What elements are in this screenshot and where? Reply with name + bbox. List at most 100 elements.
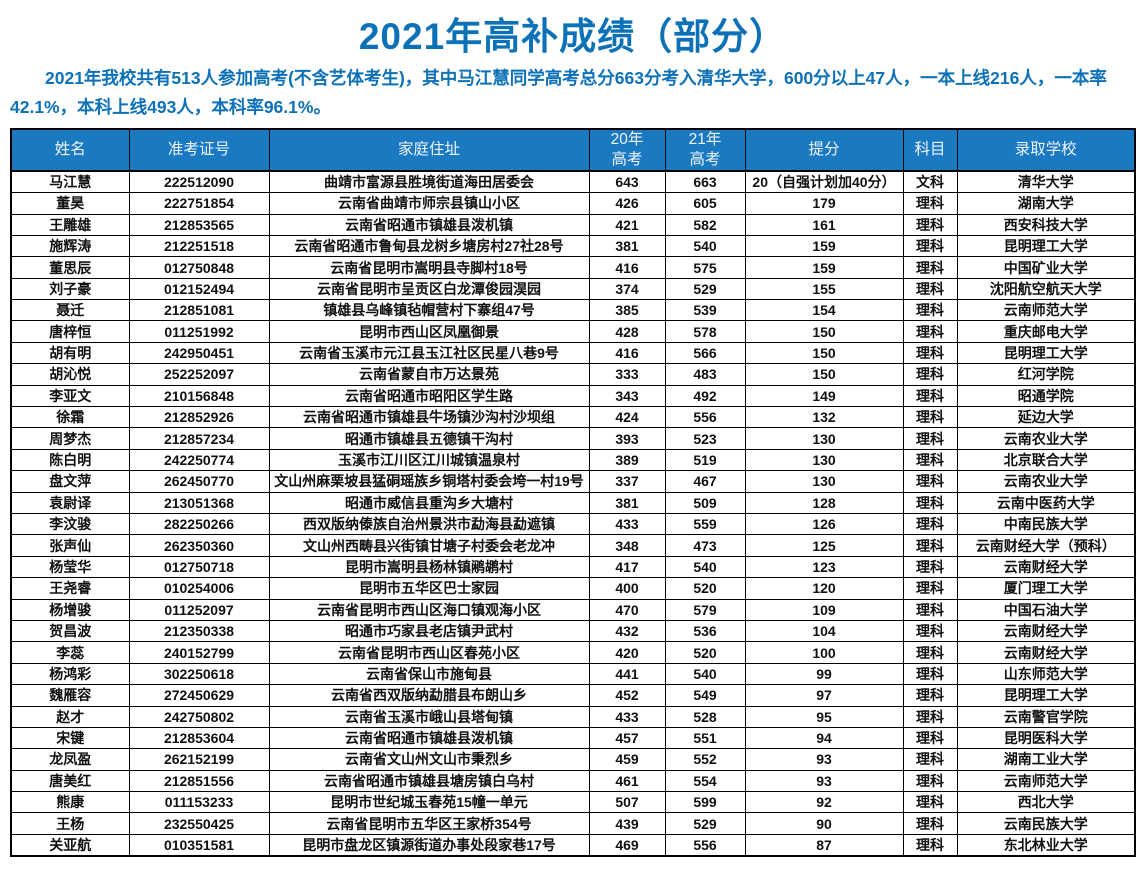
cell-score-2021: 552 xyxy=(664,748,746,771)
cell-name: 胡有明 xyxy=(10,341,130,365)
cell-score-2020: 416 xyxy=(588,341,666,365)
cell-gain: 132 xyxy=(744,406,904,429)
cell-score-2020: 470 xyxy=(588,598,666,621)
cell-address: 昆明市五华区巴士家园 xyxy=(268,577,590,600)
cell-name: 张声仙 xyxy=(10,534,130,557)
cell-score-2021: 605 xyxy=(664,192,746,215)
cell-score-2021: 539 xyxy=(664,299,746,322)
cell-school: 西安科技大学 xyxy=(956,213,1136,236)
cell-school: 沈阳航空航天大学 xyxy=(956,277,1136,301)
cell-score-2021: 578 xyxy=(664,320,746,343)
cell-score-2020: 417 xyxy=(588,555,666,579)
cell-address: 云南省玉溪市元江县玉江社区民星八巷9号 xyxy=(268,341,590,365)
cell-exam-id: 011252097 xyxy=(128,598,270,621)
cell-name: 李蕊 xyxy=(10,641,130,664)
cell-gain: 150 xyxy=(744,363,904,386)
cell-subject: 理科 xyxy=(902,812,958,835)
cell-score-2020: 337 xyxy=(588,470,666,493)
table-row: 董昊 222751854 云南省曲靖市师宗县镇山小区 426 605 179 理科 湖南大学 xyxy=(10,192,1136,215)
table-row: 李亚文 210156848 云南省昭通市昭阳区学生路 343 492 149 理科 昭通学院 xyxy=(10,384,1136,408)
cell-score-2020: 348 xyxy=(588,534,666,557)
cell-score-2020: 374 xyxy=(588,277,666,301)
cell-school: 昆明理工大学 xyxy=(956,684,1136,707)
cell-exam-id: 012750718 xyxy=(128,555,270,579)
cell-score-2020: 426 xyxy=(588,192,666,215)
cell-address: 云南省昆明市五华区王家桥354号 xyxy=(268,812,590,835)
cell-school: 云南农业大学 xyxy=(956,470,1136,493)
cell-score-2020: 643 xyxy=(588,170,666,194)
col-header-gain: 提分 xyxy=(744,128,904,172)
cell-school: 重庆邮电大学 xyxy=(956,320,1136,343)
cell-name: 马江慧 xyxy=(10,170,130,194)
cell-address: 昭通市镇雄县五德镇干沟村 xyxy=(268,427,590,450)
table-row: 贺昌波 212350338 昭通市巧家县老店镇尹武村 432 536 104 理科 云南财经大… xyxy=(10,619,1136,643)
cell-exam-id: 213051368 xyxy=(128,491,270,515)
cell-address: 镇雄县乌峰镇毡帽营村下寨组47号 xyxy=(268,299,590,322)
cell-address: 昆明市西山区凤凰御景 xyxy=(268,320,590,343)
cell-exam-id: 242950451 xyxy=(128,341,270,365)
cell-gain: 179 xyxy=(744,192,904,215)
cell-name: 聂迁 xyxy=(10,299,130,322)
cell-school: 云南师范大学 xyxy=(956,299,1136,322)
cell-gain: 125 xyxy=(744,534,904,557)
page-title: 2021年高补成绩（部分） xyxy=(358,16,788,57)
table-row: 唐美红 212851556 云南省昭通市镇雄县塘房镇白乌村 461 554 93 理科 云南师… xyxy=(10,769,1136,793)
cell-score-2021: 540 xyxy=(664,234,746,258)
cell-school: 东北林业大学 xyxy=(956,833,1136,857)
table-row: 徐霜 212852926 云南省昭通市镇雄县牛场镇沙沟村沙坝组 424 556 132 理科… xyxy=(10,406,1136,429)
cell-exam-id: 252252097 xyxy=(128,363,270,386)
cell-gain: 94 xyxy=(744,726,904,750)
cell-exam-id: 212251518 xyxy=(128,234,270,258)
cell-gain: 120 xyxy=(744,577,904,600)
cell-address: 云南省昭通市镇雄县泼机镇 xyxy=(268,213,590,236)
cell-subject: 理科 xyxy=(902,406,958,429)
cell-score-2021: 579 xyxy=(664,598,746,621)
cell-score-2021: 523 xyxy=(664,427,746,450)
cell-exam-id: 011153233 xyxy=(128,791,270,814)
cell-subject: 理科 xyxy=(902,491,958,515)
cell-school: 云南农业大学 xyxy=(956,427,1136,450)
cell-school: 北京联合大学 xyxy=(956,448,1136,472)
cell-exam-id: 011251992 xyxy=(128,320,270,343)
results-table-body: 马江慧 222512090 曲靖市富源县胜境街道海田居委会 643 663 20（自强计划… xyxy=(10,170,1136,857)
cell-name: 贺昌波 xyxy=(10,619,130,643)
cell-exam-id: 212350338 xyxy=(128,619,270,643)
cell-score-2020: 333 xyxy=(588,363,666,386)
cell-address: 云南省曲靖市师宗县镇山小区 xyxy=(268,192,590,215)
table-row: 李汶骏 282250266 西双版纳傣族自治州景洪市勐海县勐遮镇 433 559 126 理… xyxy=(10,512,1136,536)
cell-address: 文山州麻栗坡县猛硐瑶族乡铜塔村委会垮一村19号 xyxy=(268,470,590,493)
cell-subject: 理科 xyxy=(902,320,958,343)
table-row: 马江慧 222512090 曲靖市富源县胜境街道海田居委会 643 663 20（自强计划… xyxy=(10,170,1136,194)
cell-score-2020: 428 xyxy=(588,320,666,343)
cell-gain: 154 xyxy=(744,299,904,322)
cell-name: 杨增骏 xyxy=(10,598,130,621)
cell-address: 云南省昆明市西山区海口镇观海小区 xyxy=(268,598,590,621)
cell-name: 董思辰 xyxy=(10,256,130,279)
cell-score-2021: 554 xyxy=(664,769,746,793)
cell-score-2020: 432 xyxy=(588,619,666,643)
cell-gain: 159 xyxy=(744,256,904,279)
cell-subject: 理科 xyxy=(902,277,958,301)
cell-score-2020: 381 xyxy=(588,234,666,258)
cell-gain: 150 xyxy=(744,320,904,343)
cell-name: 徐霜 xyxy=(10,406,130,429)
cell-subject: 理科 xyxy=(902,384,958,408)
cell-score-2021: 663 xyxy=(664,170,746,194)
cell-gain: 97 xyxy=(744,684,904,707)
cell-school: 厦门理工大学 xyxy=(956,577,1136,600)
table-row: 杨莹华 012750718 昆明市嵩明县杨林镇鹇鹕村 417 540 123 理科 云南财经大… xyxy=(10,555,1136,579)
table-row: 龙凤盈 262152199 云南省文山州文山市秉烈乡 459 552 93 理科 湖南工业大学 xyxy=(10,748,1136,771)
cell-gain: 93 xyxy=(744,748,904,771)
results-table: 姓名 准考证号 家庭住址 20年 高考 21年 高考 提分 科目 录取学校 马江… xyxy=(10,127,1136,858)
cell-score-2021: 519 xyxy=(664,448,746,472)
table-row: 王杨 232550425 云南省昆明市五华区王家桥354号 439 529 90 理科 云南民… xyxy=(10,812,1136,835)
cell-subject: 理科 xyxy=(902,512,958,536)
cell-gain: 150 xyxy=(744,341,904,365)
cell-score-2020: 385 xyxy=(588,299,666,322)
cell-name: 唐梓恒 xyxy=(10,320,130,343)
cell-gain: 109 xyxy=(744,598,904,621)
cell-school: 云南财经大学 xyxy=(956,619,1136,643)
table-row: 关亚航 010351581 昆明市盘龙区镇源街道办事处段家巷17号 469 556 87 理… xyxy=(10,833,1136,857)
cell-gain: 155 xyxy=(744,277,904,301)
cell-score-2020: 389 xyxy=(588,448,666,472)
